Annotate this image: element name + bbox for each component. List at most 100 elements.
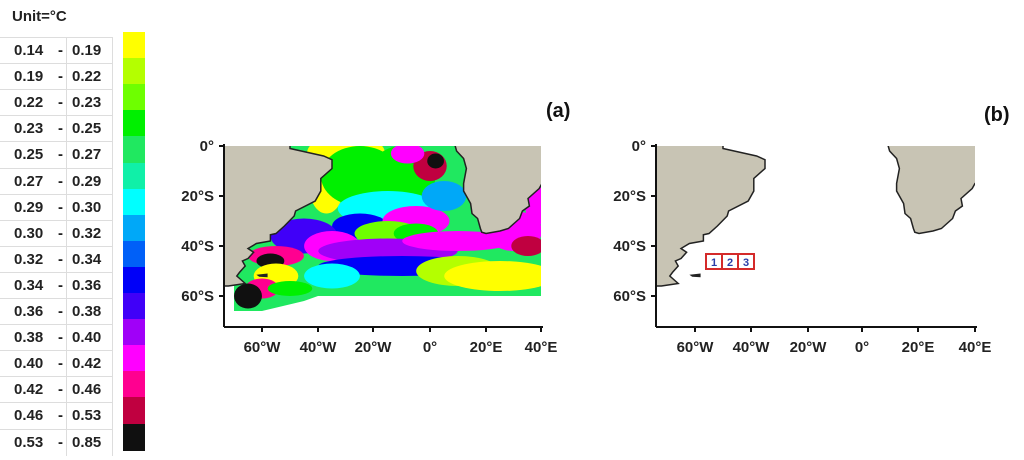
legend-low: 0.36 [14, 303, 44, 320]
lat-tick-label: 20°S [181, 188, 214, 205]
b-map: 0° 20°S 40°S 60°S 60°W 40°W 20°W 0° 20°E 40°E 1 2 3 [613, 138, 991, 356]
south-america-land [224, 146, 333, 287]
falkland-islands [689, 273, 701, 278]
legend-swatch [123, 32, 145, 59]
legend-dash: - [58, 198, 63, 216]
legend-dash: - [58, 224, 63, 242]
legend-unit: Unit=°C [12, 8, 67, 25]
legend-swatch [123, 319, 145, 347]
legend-low: 0.32 [14, 250, 44, 268]
legend-dash: - [58, 42, 63, 59]
legend-dash: - [58, 94, 63, 112]
legend-row: 0.19-0.22 [0, 63, 113, 91]
region-box-label: 3 [743, 257, 749, 269]
legend-high: 0.38 [72, 303, 102, 320]
legend-row: 0.25-0.27 [0, 141, 113, 169]
heat-cell [390, 146, 425, 164]
legend-high: 0.23 [72, 94, 102, 112]
lat-tick-label: 60°S [613, 288, 646, 305]
legend-row: 0.40-0.42 [0, 350, 113, 378]
south-america-land [656, 146, 766, 287]
lon-tick-label: 20°E [470, 339, 503, 356]
region-box-3 [737, 253, 755, 270]
heat-cell [511, 236, 541, 256]
region-box-label: 1 [711, 257, 717, 269]
lon-tick-label: 40°W [733, 339, 771, 356]
legend-low: 0.42 [14, 381, 44, 399]
lat-tick-label: 40°S [613, 238, 646, 255]
legend-dash: - [58, 407, 63, 425]
lon-tick-label: 20°E [902, 339, 935, 356]
legend-swatch [123, 136, 145, 164]
heat-cell [234, 283, 262, 309]
legend-dash: - [58, 276, 63, 294]
lon-tick-label: 0° [423, 339, 437, 356]
legend-row: 0.38-0.40 [0, 324, 113, 352]
a-map: 0° 20°S 40°S 60°S 60°W 40°W 20°W 0° 20°E 40°E [181, 138, 558, 356]
legend-dash: - [58, 68, 63, 86]
legend-row: 0.36-0.38 [0, 298, 113, 325]
legend-row: 0.23-0.25 [0, 115, 113, 143]
africa-land [454, 146, 541, 235]
legend-high: 0.32 [72, 224, 102, 242]
lon-tick-label: 20°W [790, 339, 828, 356]
lat-tick-label: 20°S [613, 188, 646, 205]
a-plot-area [224, 146, 541, 311]
legend-high: 0.85 [72, 433, 102, 451]
legend-dash: - [58, 172, 63, 190]
legend-low: 0.22 [14, 94, 44, 112]
heat-cell [402, 231, 514, 251]
legend-row: 0.46-0.53 [0, 402, 113, 430]
lat-tick-label: 40°S [181, 238, 214, 255]
legend-swatch [123, 84, 145, 112]
lon-tick-label: 20°W [355, 339, 393, 356]
panel-b-label: (b) [984, 104, 1010, 126]
legend-dash: - [58, 381, 63, 399]
legend-low: 0.14 [14, 42, 44, 59]
legend-low: 0.40 [14, 355, 44, 373]
legend-high: 0.36 [72, 276, 102, 294]
legend-high: 0.22 [72, 68, 102, 86]
legend-row: 0.29-0.30 [0, 193, 113, 221]
legend-swatch [123, 345, 145, 373]
legend-high: 0.30 [72, 198, 102, 216]
heat-cell [427, 153, 444, 169]
legend-row: 0.53-0.85 [0, 428, 113, 456]
legend-low: 0.27 [14, 172, 44, 190]
legend-low: 0.34 [14, 276, 44, 294]
legend-swatch [123, 293, 145, 320]
legend-low: 0.46 [14, 407, 44, 425]
lon-tick-label: 60°W [244, 339, 282, 356]
legend-high: 0.25 [72, 120, 102, 138]
legend-dash: - [58, 250, 63, 268]
legend-high: 0.27 [72, 146, 102, 164]
legend-high: 0.40 [72, 329, 102, 347]
legend-dash: - [58, 303, 63, 320]
legend-dash: - [58, 433, 63, 451]
heat-cell [267, 281, 313, 296]
legend-dash: - [58, 355, 63, 373]
legend-high: 0.42 [72, 355, 102, 373]
legend-low: 0.19 [14, 68, 44, 86]
legend-swatch [123, 110, 145, 138]
legend-low: 0.29 [14, 198, 44, 216]
africa-land [887, 146, 975, 235]
legend-low: 0.38 [14, 329, 44, 347]
legend-swatch [123, 371, 145, 399]
heat-cell [421, 181, 467, 211]
legend-dash: - [58, 120, 63, 138]
legend-swatch [123, 162, 145, 190]
lat-tick-label: 0° [632, 138, 646, 155]
legend-high: 0.29 [72, 172, 102, 190]
lon-tick-label: 60°W [677, 339, 715, 356]
lon-tick-label: 0° [855, 339, 869, 356]
legend-row: 0.22-0.23 [0, 89, 113, 117]
legend-high: 0.19 [72, 42, 102, 59]
b-plot-area [656, 146, 975, 287]
legend-row: 0.42-0.46 [0, 376, 113, 404]
legend-swatch [123, 423, 145, 451]
legend-row: 0.32-0.34 [0, 245, 113, 273]
lon-tick-label: 40°E [525, 339, 558, 356]
legend-high: 0.46 [72, 381, 102, 399]
panel-a-label: (a) [546, 100, 571, 122]
